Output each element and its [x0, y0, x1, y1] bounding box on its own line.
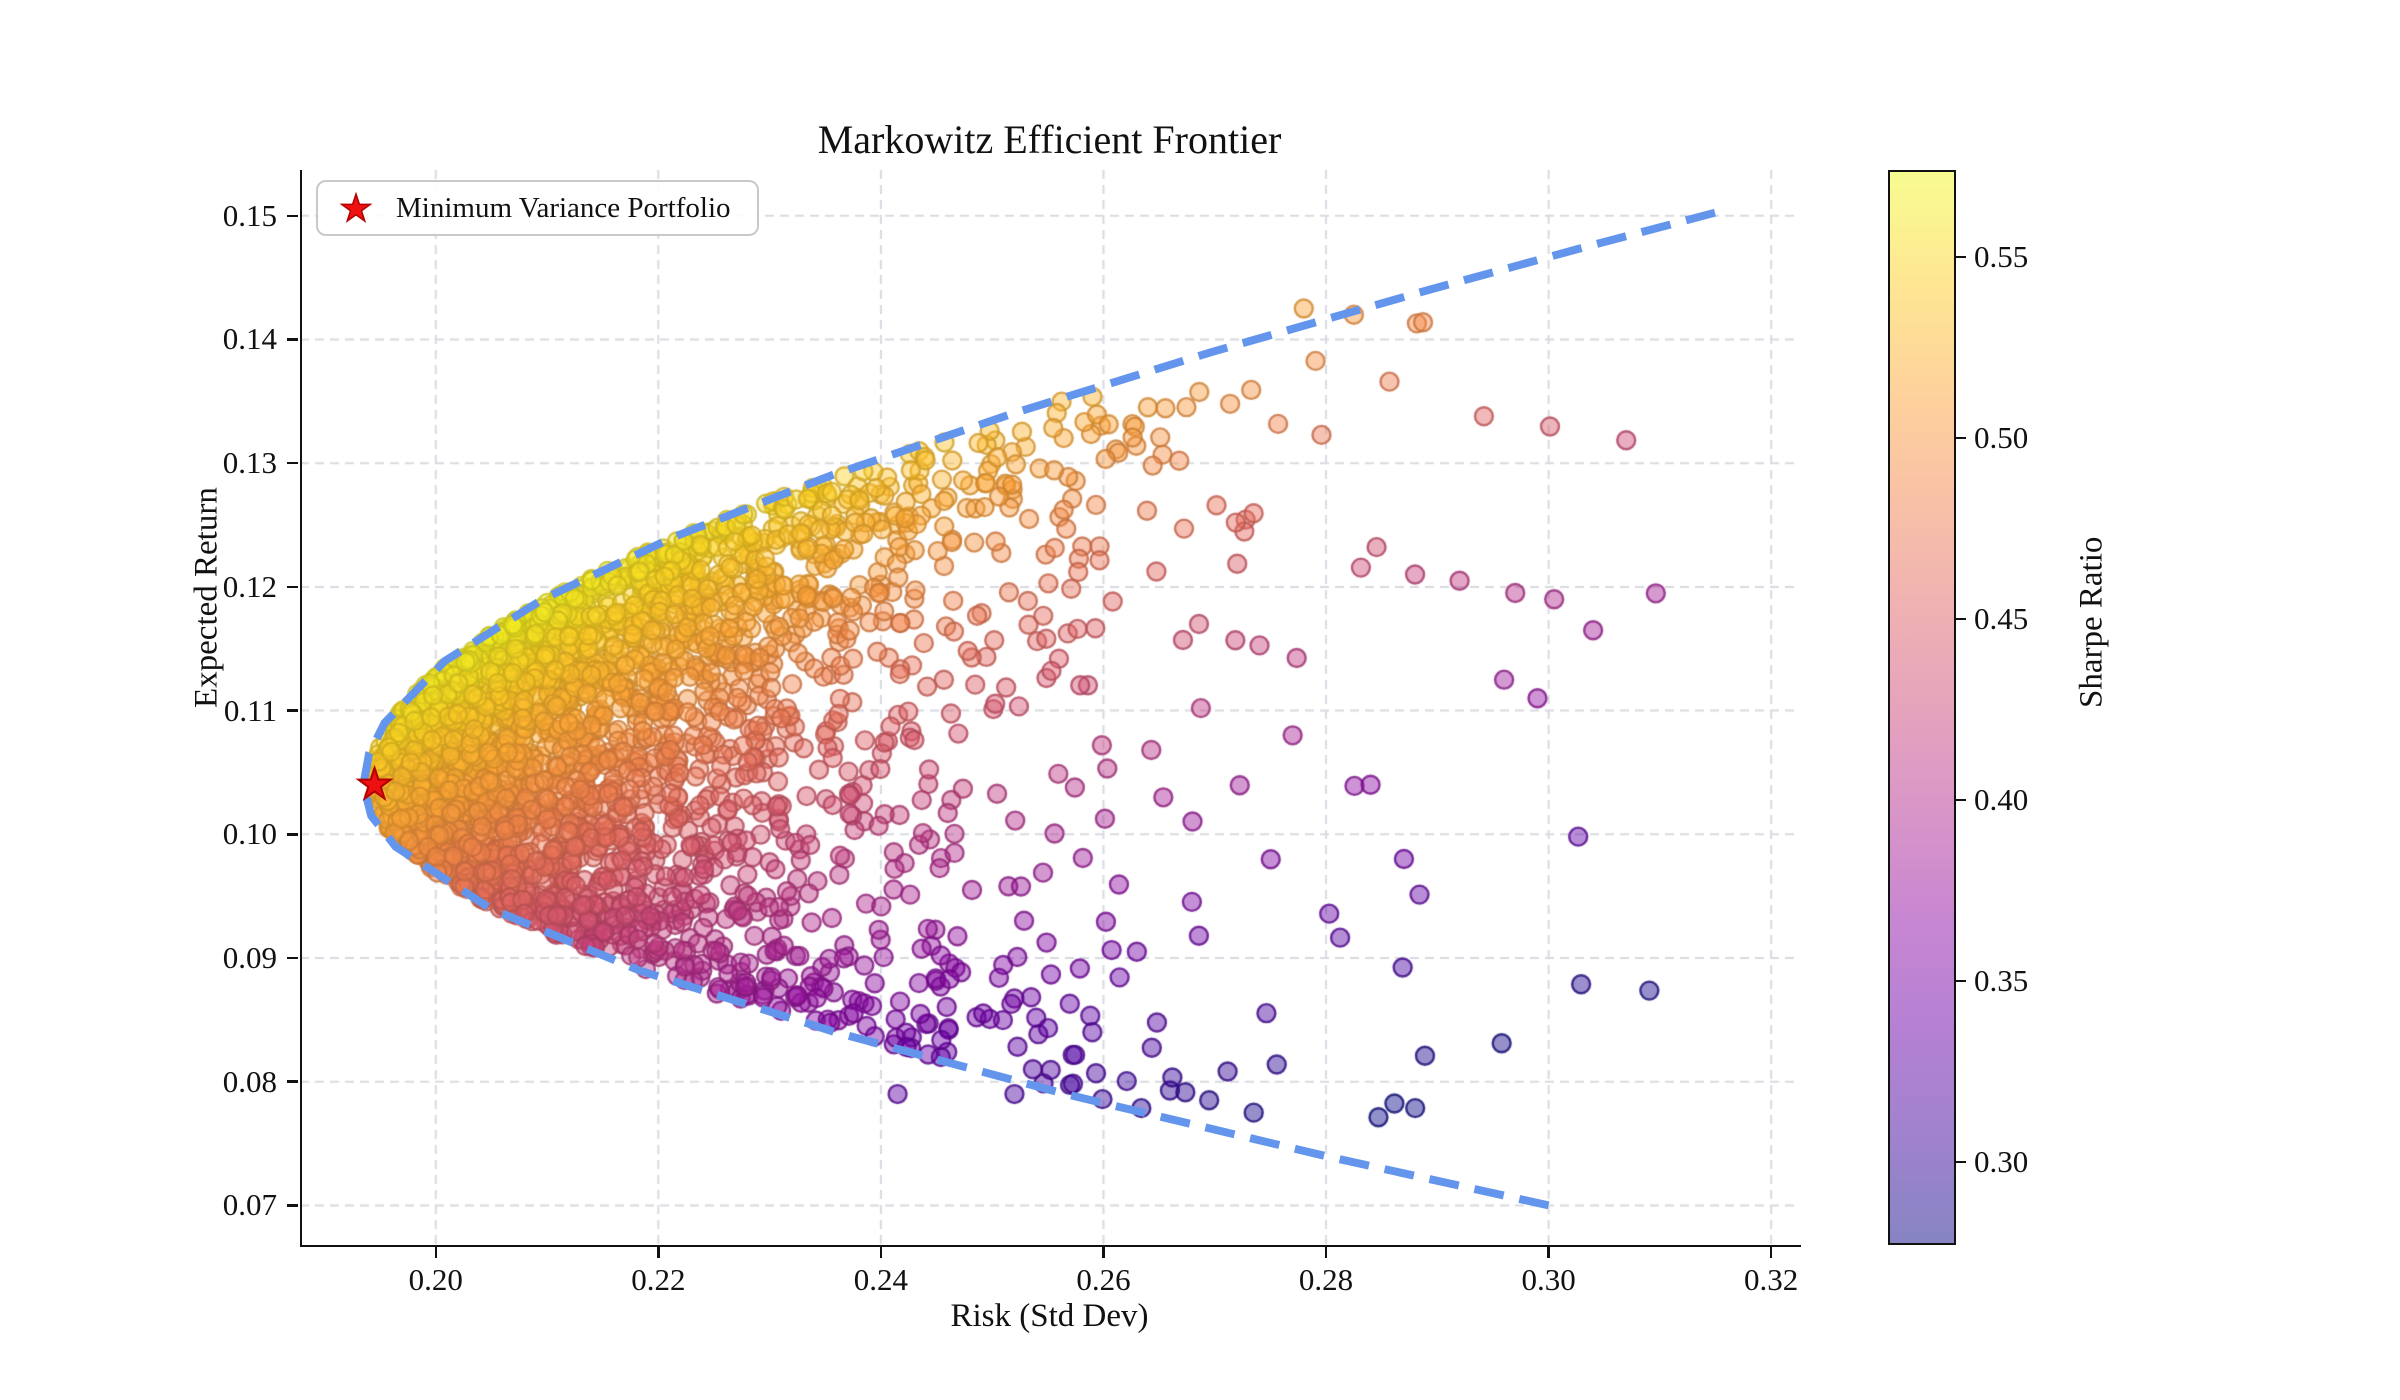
x-tick-mark: [1547, 1247, 1550, 1258]
colorbar-tick-mark: [1956, 798, 1966, 802]
x-tick-mark: [657, 1247, 660, 1258]
colorbar-tick-label: 0.40: [1974, 781, 2029, 817]
legend: Minimum Variance Portfolio: [316, 180, 759, 236]
y-tick-mark: [287, 338, 298, 341]
y-tick-label: 0.11: [223, 692, 277, 728]
x-axis-label: Risk (Std Dev): [950, 1298, 1149, 1334]
y-tick-label: 0.08: [222, 1063, 277, 1099]
colorbar-tick-mark: [1956, 1160, 1966, 1163]
legend-label: Minimum Variance Portfolio: [396, 191, 731, 224]
x-tick-label: 0.28: [1298, 1262, 1354, 1297]
y-tick-label: 0.14: [222, 321, 277, 357]
colorbar-tick-mark: [1956, 436, 1966, 440]
colorbar: [1888, 170, 1956, 1245]
colorbar-tick-label: 0.30: [1974, 1143, 2029, 1179]
x-tick-mark: [1102, 1247, 1105, 1258]
x-tick-mark: [1324, 1247, 1328, 1258]
x-tick-mark: [1769, 1247, 1773, 1258]
y-tick-label: 0.09: [222, 940, 277, 975]
colorbar-tick-label: 0.55: [1974, 238, 2029, 274]
x-tick-label: 0.24: [853, 1262, 909, 1297]
y-tick-mark: [287, 833, 298, 836]
colorbar-tick-mark: [1956, 617, 1966, 621]
y-tick-label: 0.13: [222, 445, 277, 481]
colorbar-tick-label: 0.45: [1974, 600, 2029, 636]
chart-title: Markowitz Efficient Frontier: [817, 117, 1282, 162]
colorbar-tick-label: 0.50: [1974, 419, 2029, 455]
y-tick-mark: [287, 214, 298, 218]
y-tick-mark: [287, 461, 298, 465]
y-tick-label: 0.12: [222, 568, 277, 604]
y-tick-label: 0.10: [222, 816, 277, 852]
y-tick-label: 0.15: [222, 197, 277, 233]
x-tick-label: 0.26: [1076, 1262, 1131, 1297]
y-tick-mark: [287, 709, 298, 712]
y-tick-mark: [287, 956, 298, 960]
star-icon: [339, 191, 373, 224]
efficient-frontier-line: [359, 205, 1728, 1210]
colorbar-tick-mark: [1956, 979, 1966, 983]
y-tick-label: 0.07: [222, 1187, 277, 1223]
min-variance-star-marker: [355, 764, 394, 802]
x-tick-label: 0.20: [408, 1262, 463, 1297]
x-tick-label: 0.30: [1521, 1262, 1576, 1297]
x-tick-label: 0.32: [1744, 1262, 1799, 1297]
x-tick-mark: [879, 1247, 883, 1258]
colorbar-tick-label: 0.35: [1974, 962, 2029, 998]
x-tick-label: 0.22: [631, 1262, 686, 1297]
colorbar-tick-mark: [1956, 255, 1966, 259]
y-tick-mark: [287, 1204, 298, 1207]
y-tick-mark: [287, 585, 298, 589]
y-tick-mark: [287, 1080, 298, 1083]
x-tick-mark: [434, 1247, 438, 1258]
